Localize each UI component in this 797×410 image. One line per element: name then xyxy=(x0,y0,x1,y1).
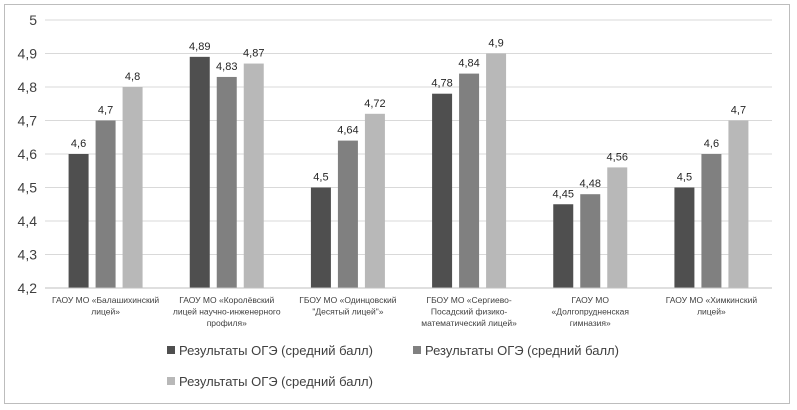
bar-series-1-category-5 xyxy=(553,204,574,288)
y-tick-label: 4,2 xyxy=(18,280,38,296)
y-tick-label: 4,9 xyxy=(18,46,38,62)
data-label: 4,64 xyxy=(337,125,358,137)
legend-label: Результаты ОГЭ (средний балл) xyxy=(179,343,373,358)
bar-chart: 4,24,34,44,54,64,74,84,95 4,64,74,84,894… xyxy=(18,12,772,389)
category-label: ГАОУ МО «Долгопрудненская гимназия» xyxy=(552,295,630,328)
data-label: 4,78 xyxy=(431,78,452,90)
y-axis-tick-labels: 4,2 4,3 4,4 4,5 4,6 4,7 4,8 4,9 5 xyxy=(18,12,38,296)
y-tick-label: 4,4 xyxy=(18,213,38,229)
bar-series-3-category-5 xyxy=(607,167,628,288)
y-tick-label: 4,7 xyxy=(18,113,38,129)
data-label: 4,84 xyxy=(458,58,479,70)
legend: Результаты ОГЭ (средний балл) Результаты … xyxy=(167,343,619,389)
bar-series-2-category-3 xyxy=(337,140,358,288)
data-label: 4,48 xyxy=(580,178,601,190)
bar-series-2-category-2 xyxy=(216,76,237,288)
data-labels: 4,6 4,7 4,8 4,89 4,83 4,87 4,5 4,64 4,72 4,78 4,84… xyxy=(71,38,746,201)
bar-series-3-category-6 xyxy=(728,120,749,288)
y-tick-label: 4,6 xyxy=(18,146,38,162)
data-label: 4,7 xyxy=(98,105,113,117)
bar-series-2-category-5 xyxy=(580,194,601,288)
category-label: ГАОУ МО «Королёвский лицей научно-инженер… xyxy=(173,295,281,328)
bar-series-2-category-6 xyxy=(701,154,722,288)
bar-series-3-category-2 xyxy=(243,63,264,288)
category-labels: ГАОУ МО «Балашихинский лицей» ГАОУ МО «Кор… xyxy=(52,295,757,328)
data-label: 4,9 xyxy=(488,38,503,50)
data-label: 4,83 xyxy=(216,61,237,73)
bar-series-3-category-1 xyxy=(122,87,143,288)
y-tick-label: 4,8 xyxy=(18,79,38,95)
bar-series-3-category-4 xyxy=(486,53,507,288)
bars xyxy=(68,53,749,288)
data-label: 4,89 xyxy=(189,41,210,53)
data-label: 4,87 xyxy=(243,48,264,60)
data-label: 4,5 xyxy=(313,172,328,184)
bar-series-1-category-2 xyxy=(189,56,210,288)
bar-series-2-category-1 xyxy=(95,120,116,288)
legend-swatch xyxy=(167,346,175,354)
data-label: 4,56 xyxy=(607,151,628,163)
data-label: 4,45 xyxy=(553,188,574,200)
bar-series-1-category-3 xyxy=(310,187,331,288)
category-label: ГБОУ МО «Одинцовский "Десятый лицей"» xyxy=(299,295,397,317)
gridlines xyxy=(45,19,772,289)
chart-frame: 4,2 4,3 4,4 4,5 4,6 4,7 4,8 4,9 5 4,6 4,7 4,8 4,89 4… xyxy=(4,4,790,404)
bar-series-3-category-3 xyxy=(364,113,385,288)
y-tick-label: 4,3 xyxy=(18,247,38,263)
data-label: 4,5 xyxy=(677,172,692,184)
category-label: ГБОУ МО «Сергиево-Посадский физико-матем… xyxy=(421,295,517,328)
legend-label: Результаты ОГЭ (средний балл) xyxy=(425,343,619,358)
data-label: 4,8 xyxy=(125,71,140,83)
y-tick-label: 5 xyxy=(29,12,37,28)
legend-label: Результаты ОГЭ (средний балл) xyxy=(179,374,373,389)
bar-series-1-category-6 xyxy=(674,187,695,288)
legend-swatch xyxy=(413,346,421,354)
bar-series-2-category-4 xyxy=(459,73,480,288)
category-label: ГАОУ МО «Химкинский лицей» xyxy=(666,295,758,317)
data-label: 4,6 xyxy=(71,138,86,150)
data-label: 4,7 xyxy=(731,105,746,117)
bar-series-1-category-4 xyxy=(432,93,453,288)
category-label: ГАОУ МО «Балашихинский лицей» xyxy=(52,295,159,317)
data-label: 4,72 xyxy=(364,98,385,110)
bar-series-1-category-1 xyxy=(68,154,89,288)
data-label: 4,6 xyxy=(704,138,719,150)
legend-swatch xyxy=(167,377,175,385)
y-tick-label: 4,5 xyxy=(18,180,38,196)
